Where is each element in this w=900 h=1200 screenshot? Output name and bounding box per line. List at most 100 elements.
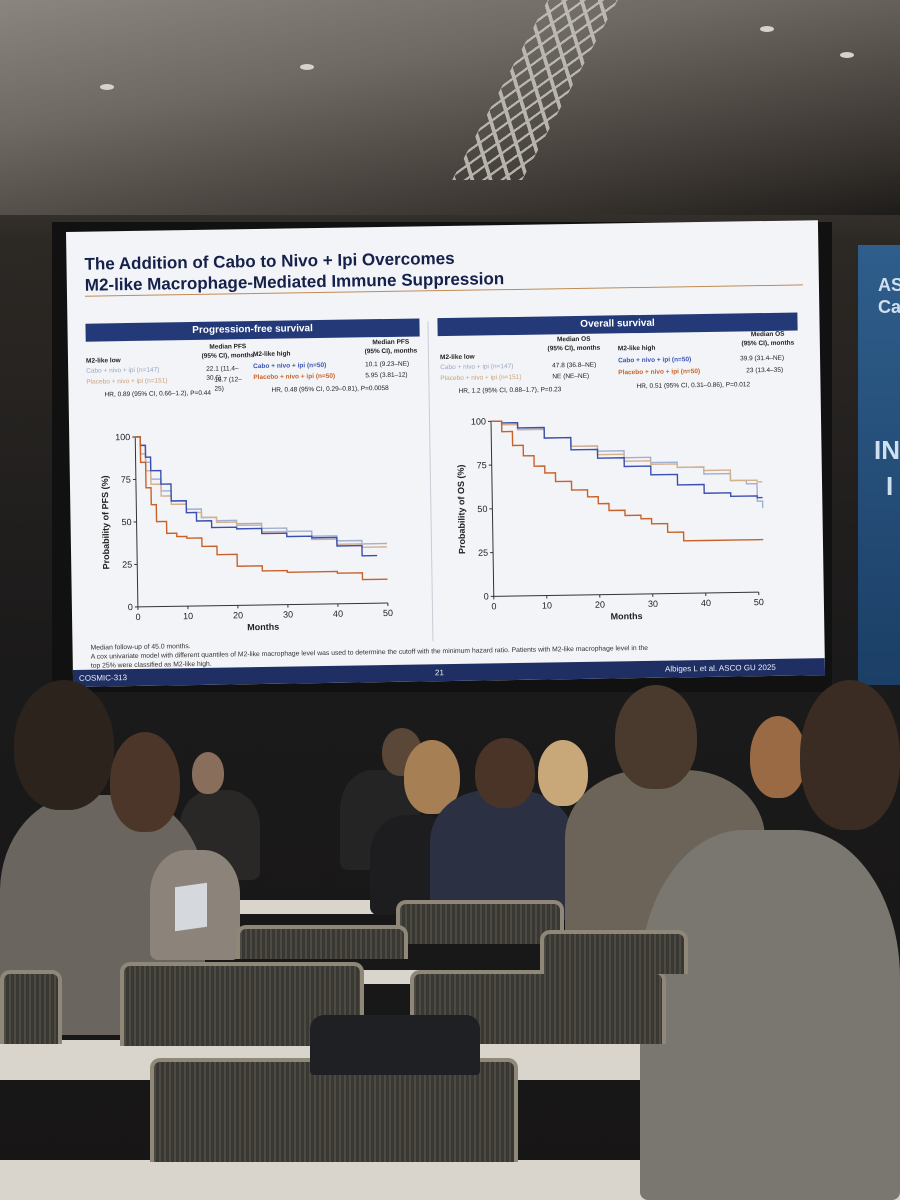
survival-curve	[491, 420, 763, 499]
ceiling-light	[840, 52, 854, 58]
attendee-head	[110, 732, 180, 832]
x-tick-label: 10	[183, 611, 193, 621]
ceiling-light	[760, 26, 774, 32]
chair	[540, 930, 688, 974]
ceiling-light	[100, 84, 114, 90]
subgroup-label: M2-like low	[85, 357, 121, 365]
attendee-head	[800, 680, 900, 830]
hazard-ratio: HR, 0.48 (95% CI, 0.29–0.81), P=0.0058	[271, 384, 389, 394]
arm-value: 47.8 (36.8–NE)	[552, 361, 597, 370]
arm-label: Cabo + nivo + ipi (n=147)	[440, 362, 514, 372]
pfs-low-table: Median PFS (95% CI), months M2-like low …	[86, 343, 254, 398]
ceiling-light	[300, 64, 314, 70]
x-axis	[137, 602, 388, 608]
arm-value: 5.95 (3.81–12)	[365, 371, 408, 380]
x-tick-label: 50	[383, 608, 393, 618]
pfs-panel-header: Progression-free survival	[85, 318, 420, 342]
attendee-head	[615, 685, 697, 789]
pfs-high-table: Median PFS (95% CI), months M2-like high…	[253, 338, 423, 394]
chair	[0, 970, 62, 1044]
x-tick-label: 40	[701, 598, 711, 608]
y-axis-label: Probability of PFS (%)	[100, 475, 111, 569]
side-screen-text: I	[886, 471, 894, 501]
attendee-head	[14, 680, 114, 810]
y-axis-label: Probability of OS (%)	[456, 464, 467, 554]
panel-divider	[427, 321, 434, 642]
subgroup-label: M2-like high	[617, 344, 656, 353]
attendee-head	[750, 716, 806, 798]
arm-label: Placebo + nivo + ipi (n=50)	[618, 368, 701, 377]
column-header: (95% CI), months	[741, 339, 795, 347]
arm-label: Placebo + nivo + ipi (n=151)	[86, 377, 168, 386]
page-number: 21	[434, 668, 444, 678]
arm-value: 23 (13.4–35)	[746, 366, 784, 375]
x-tick-label: 10	[542, 600, 552, 610]
side-screen-text: Ca	[878, 297, 900, 317]
side-screen-text: AS	[878, 275, 900, 295]
attendee-head	[538, 740, 588, 806]
hazard-ratio: HR, 1.2 (95% CI, 0.88–1.7), P=0.23	[458, 386, 562, 395]
slide-title: The Addition of Cabo to Nivo + Ipi Overc…	[84, 247, 504, 296]
y-tick-label: 50	[477, 504, 487, 514]
y-tick-label: 0	[484, 591, 489, 601]
arm-label: Placebo + nivo + ipi (n=50)	[253, 372, 336, 382]
x-tick-label: 30	[648, 599, 658, 609]
ceiling	[0, 0, 900, 215]
x-tick-label: 0	[135, 612, 140, 622]
survival-curve	[491, 420, 764, 542]
y-tick-label: 100	[115, 432, 130, 442]
y-tick-label: 50	[121, 517, 131, 527]
arm-value: NE (NE–NE)	[552, 372, 590, 381]
citation: Albiges L et al. ASCO GU 2025	[664, 662, 776, 674]
arm-label: Cabo + nivo + ipi (n=50)	[253, 361, 327, 371]
x-tick-label: 20	[595, 600, 605, 610]
survival-curve	[135, 436, 388, 581]
presentation-slide: The Addition of Cabo to Nivo + Ipi Overc…	[66, 220, 826, 687]
column-header: (95% CI), months	[201, 351, 255, 360]
x-tick-label: 50	[754, 597, 764, 607]
x-tick-label: 30	[283, 609, 293, 619]
side-screen-text: IN	[874, 435, 900, 465]
chair	[236, 925, 408, 959]
y-tick-label: 0	[128, 602, 133, 612]
x-tick-label: 20	[233, 610, 243, 620]
survival-curve	[135, 436, 378, 557]
hazard-ratio: HR, 0.89 (95% CI, 0.66–1.2), P=0.44	[104, 389, 212, 399]
hazard-ratio: HR, 0.51 (95% CI, 0.31–0.86), P=0.012	[636, 381, 751, 391]
y-tick-label: 25	[122, 560, 132, 570]
laptop	[175, 882, 207, 932]
arm-label: Cabo + nivo + ipi (n=50)	[618, 356, 692, 365]
column-header: (95% CI), months	[364, 346, 418, 355]
x-axis	[493, 591, 759, 597]
x-axis-label: Months	[247, 622, 279, 633]
arm-value: 39.9 (31.4–NE)	[740, 354, 785, 363]
os-low-table: Median OS (95% CI), months M2-like low C…	[440, 335, 620, 395]
arm-value: 16.7 (12–25)	[214, 376, 242, 393]
subgroup-label: M2-like high	[252, 350, 291, 359]
y-tick-label: 75	[121, 475, 131, 485]
arm-value: 10.1 (9.23–NE)	[365, 360, 410, 369]
y-tick-label: 75	[477, 460, 487, 470]
attendee	[640, 830, 900, 1200]
y-tick-label: 100	[471, 416, 486, 426]
survival-curve	[135, 436, 387, 549]
x-tick-label: 40	[333, 609, 343, 619]
survival-curve	[491, 420, 764, 509]
attendee	[430, 790, 575, 920]
attendee-head	[475, 738, 535, 808]
os-km-chart: 0 25 50 75 100 0 10 20 30 40 50 Months Probability o…	[456, 416, 764, 622]
arm-label: Placebo + nivo + ipi (n=151)	[440, 373, 522, 383]
subgroup-label: M2-like low	[439, 353, 475, 362]
arm-label: Cabo + nivo + ipi (n=147)	[86, 366, 160, 375]
x-axis-label: Months	[611, 611, 643, 622]
backpack	[310, 1015, 480, 1075]
chair	[396, 900, 564, 944]
attendee-head	[192, 752, 224, 794]
audience-area	[0, 680, 900, 1200]
side-screen: AS Ca IN I	[858, 245, 900, 685]
y-tick-label: 25	[478, 548, 488, 558]
chair	[150, 1058, 518, 1162]
column-header: (95% CI), months	[547, 344, 601, 352]
x-tick-label: 0	[491, 601, 496, 611]
pfs-km-chart: 0 25 50 75 100 0 10 20 30 40 50 Months Probability o…	[100, 432, 393, 633]
